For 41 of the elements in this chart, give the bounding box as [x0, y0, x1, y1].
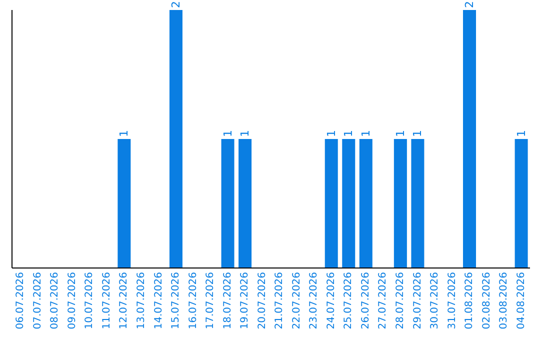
x-tick-label: 15.07.2026 [170, 272, 182, 330]
data-label: 1 [238, 130, 252, 137]
data-label: 1 [221, 130, 234, 137]
data-label: 1 [118, 130, 131, 137]
x-tick-label: 27.07.2026 [378, 272, 389, 330]
x-tick-label: 03.08.2026 [498, 272, 510, 330]
x-tick-label: 22.07.2026 [291, 272, 302, 330]
x-tick-label: 14.07.2026 [153, 272, 164, 330]
x-tick-label: 11.07.2026 [101, 272, 112, 330]
x-tick-label: 16.07.2026 [188, 272, 199, 330]
data-label: 1 [359, 130, 372, 137]
data-label: 1 [342, 130, 356, 137]
x-tick-label: 02.08.2026 [481, 272, 492, 330]
x-tick-label: 07.07.2026 [32, 272, 44, 330]
data-label: 2 [463, 1, 476, 8]
x-tick-label: 04.08.2026 [516, 272, 527, 330]
x-tick-label: 30.07.2026 [430, 272, 441, 330]
x-tick-label: 08.07.2026 [50, 272, 61, 330]
x-tick-label: 25.07.2026 [343, 272, 354, 330]
data-label: 1 [411, 130, 424, 137]
x-tick-label: 01.08.2026 [464, 272, 476, 330]
x-tick-label: 18.07.2026 [222, 272, 234, 330]
x-tick-label: 17.07.2026 [205, 272, 216, 330]
x-tick-label: 06.07.2026 [15, 272, 26, 330]
x-tick-label: 21.07.2026 [274, 272, 286, 330]
x-tick-label: 31.07.2026 [446, 272, 458, 330]
x-tick-label: 26.07.2026 [360, 272, 372, 330]
x-tick-label: 09.07.2026 [66, 272, 78, 330]
data-label: 1 [394, 130, 407, 137]
x-tick-label: 12.07.2026 [118, 272, 130, 330]
x-tick-label: 23.07.2026 [308, 272, 320, 330]
x-tick-label: 28.07.2026 [395, 272, 406, 330]
data-label: 1 [514, 130, 528, 137]
x-tick-label: 24.07.2026 [326, 272, 337, 330]
x-tick-label: 10.07.2026 [84, 272, 96, 330]
x-tick-label: 19.07.2026 [240, 272, 251, 330]
x-tick-label: 13.07.2026 [136, 272, 147, 330]
x-tick-label: 20.07.2026 [256, 272, 268, 330]
data-label: 2 [169, 1, 182, 8]
x-tick-label: 29.07.2026 [412, 272, 424, 330]
data-label: 1 [324, 130, 338, 137]
